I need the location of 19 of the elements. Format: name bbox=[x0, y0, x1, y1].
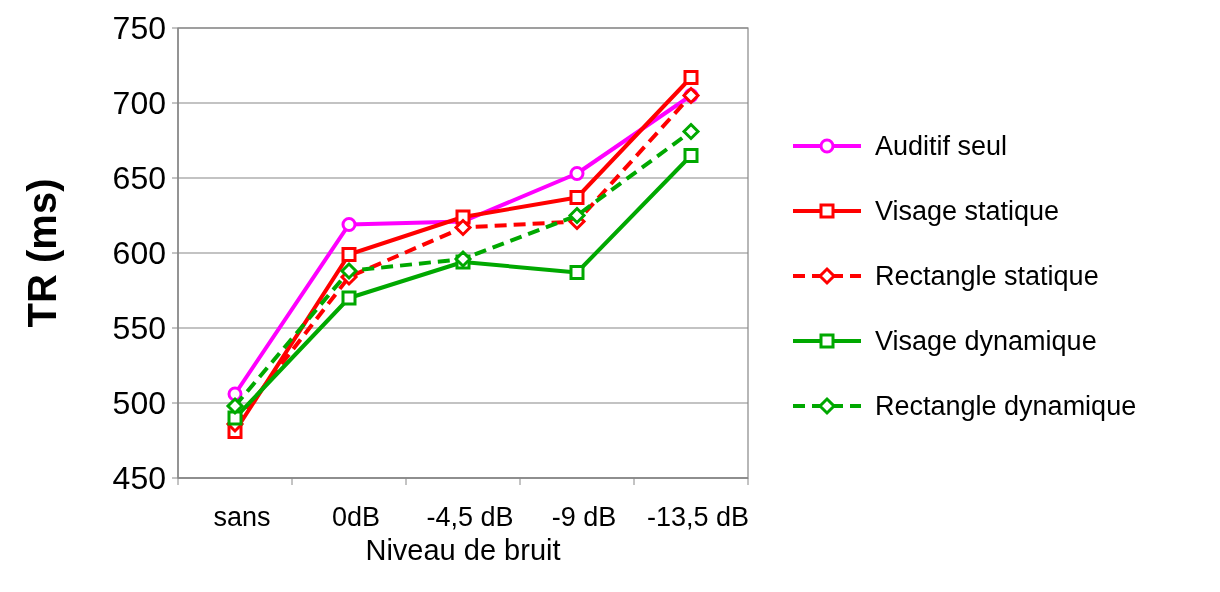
y-tick-label: 750 bbox=[112, 10, 166, 47]
x-axis-title: Niveau de bruit bbox=[365, 534, 561, 566]
y-tick-label: 700 bbox=[112, 85, 166, 122]
x-tick-label: -13,5 dB bbox=[646, 502, 750, 532]
x-tick-label: 0dB bbox=[331, 502, 381, 532]
legend-label: Auditif seul bbox=[875, 131, 1008, 162]
x-tick-label: sans bbox=[213, 502, 271, 532]
y-tick-label: 550 bbox=[112, 310, 166, 347]
y-tick-label: 450 bbox=[112, 460, 166, 497]
y-tick-label: 600 bbox=[112, 235, 166, 272]
y-tick-label: 650 bbox=[112, 160, 166, 197]
legend-label: Rectangle dynamique bbox=[875, 391, 1137, 422]
legend-label: Visage dynamique bbox=[875, 326, 1097, 357]
legend-label: Rectangle statique bbox=[875, 261, 1099, 292]
y-axis-title: TR (ms) bbox=[20, 178, 64, 328]
legend-label: Visage statique bbox=[875, 196, 1060, 227]
y-tick-label: 500 bbox=[112, 385, 166, 422]
x-tick-label: -4,5 dB bbox=[426, 502, 514, 532]
x-tick-label: -9 dB bbox=[551, 502, 617, 532]
